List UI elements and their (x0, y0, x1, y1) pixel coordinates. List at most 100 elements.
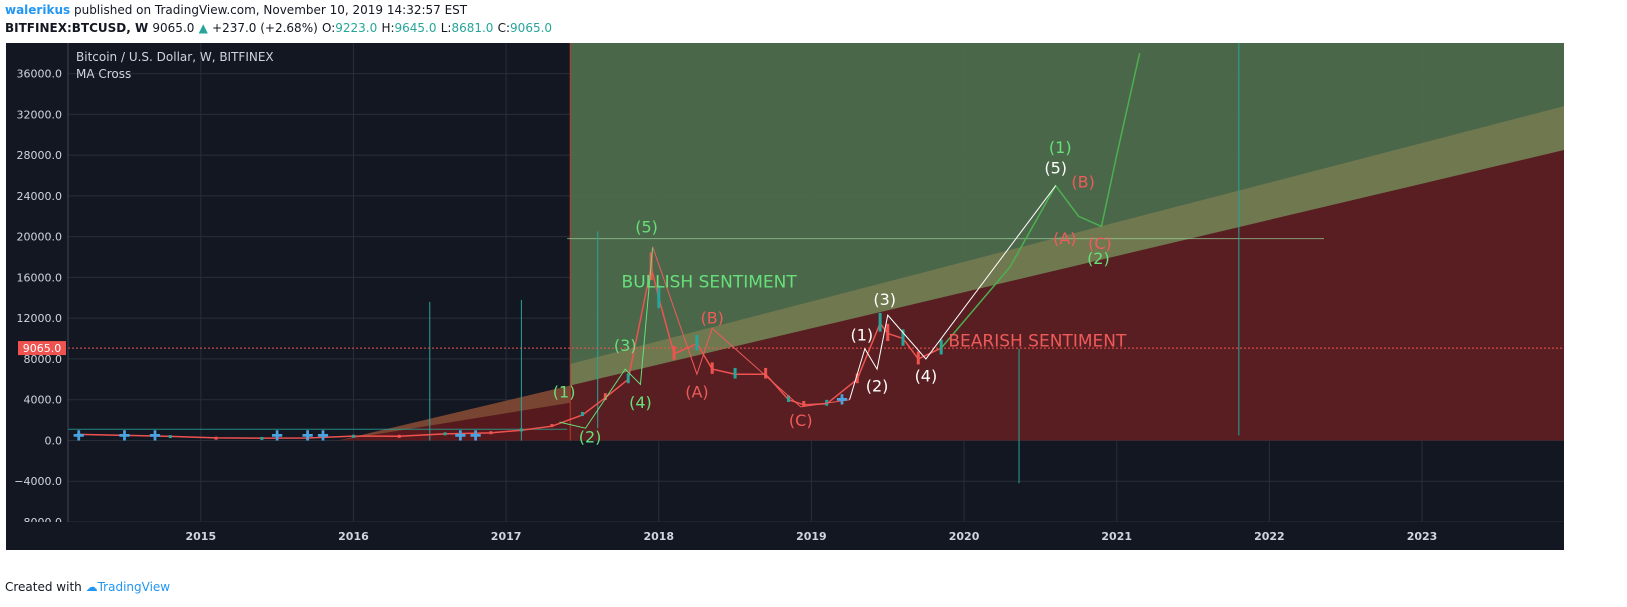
candle (397, 434, 401, 438)
candle (787, 395, 791, 402)
candle (855, 373, 859, 384)
wave-label: (C) (1088, 234, 1112, 253)
author-link[interactable]: walerikus (5, 3, 71, 17)
low-label: L: (440, 21, 452, 35)
chart-title: Bitcoin / U.S. Dollar, W, BITFINEX (76, 50, 274, 64)
y-tick-label: 36000.0 (17, 68, 63, 81)
bearish-zone (338, 150, 1564, 441)
indicator-name: MA Cross (76, 67, 131, 81)
symbol: BITFINEX:BTCUSD, W (5, 21, 149, 35)
candle (306, 436, 310, 440)
y-tick-label: 4000.0 (24, 394, 63, 407)
wave-label: (2) (866, 377, 889, 396)
price-badge (18, 341, 66, 356)
x-axis-panel (6, 522, 1564, 550)
wave-label: (C) (789, 411, 813, 430)
wave-label: (1) (553, 383, 576, 402)
candle (878, 312, 882, 332)
y-tick-label: 0.0 (45, 434, 63, 447)
plus-marker-icon: ✚ (317, 428, 329, 444)
candle (710, 362, 714, 374)
price-change: +237.0 (+2.68%) (212, 21, 318, 35)
candle (122, 433, 126, 437)
candle (603, 393, 607, 401)
y-tick-label: 28000.0 (17, 149, 63, 162)
wave-label: (3) (614, 336, 637, 355)
price-badge-label: 9065.0 (23, 342, 62, 355)
close-label: C: (497, 21, 511, 35)
plus-marker-icon: ✚ (302, 428, 314, 444)
y-tick-label: 32000.0 (17, 108, 63, 121)
wave-label: (1) (1049, 138, 1072, 157)
tradingview-logo-icon: ☁ (85, 580, 98, 594)
candle (916, 351, 920, 365)
candle (764, 367, 768, 379)
x-tick-label: 2020 (949, 530, 980, 543)
wave-label: (A) (685, 383, 708, 402)
created-with-text: Created with (5, 580, 82, 594)
plus-marker-icon: ✚ (454, 428, 466, 444)
candle (802, 400, 806, 407)
wave-label: (5) (635, 218, 658, 237)
candle (901, 329, 905, 346)
published-text: published on TradingView.com, November 1… (73, 3, 468, 17)
y-tick-label: −4000.0 (14, 475, 62, 488)
wave-label: (2) (1087, 249, 1110, 268)
y-tick-label: 12000.0 (17, 312, 63, 325)
candle (695, 334, 699, 351)
candle (580, 411, 584, 417)
candle (168, 435, 172, 439)
y-tick-label: 8000.0 (24, 353, 63, 366)
candle (657, 285, 661, 309)
candle (519, 428, 523, 432)
symbol-info: BITFINEX:BTCUSD, W 9065.0 ▲ +237.0 (+2.6… (5, 21, 552, 35)
x-tick-label: 2019 (796, 530, 827, 543)
plus-marker-icon: ✚ (73, 428, 85, 444)
high-label: H: (381, 21, 395, 35)
y-tick-label: 20000.0 (17, 231, 63, 244)
candle (672, 345, 676, 360)
candle (443, 432, 447, 436)
open-value: 9223.0 (335, 21, 378, 35)
wave-label: (B) (700, 308, 723, 327)
candle (351, 434, 355, 438)
sentiment-label: BEARISH SENTIMENT (948, 332, 1127, 352)
x-tick-label: 2016 (338, 530, 369, 543)
y-tick-label: 24000.0 (17, 190, 63, 203)
sentiment-label: BULLISH SENTIMENT (622, 273, 798, 293)
wave-label: (A) (1053, 229, 1076, 248)
x-tick-label: 2022 (1254, 530, 1285, 543)
candle (733, 367, 737, 379)
low-value: 8681.0 (451, 21, 494, 35)
plus-marker-icon: ✚ (119, 428, 131, 444)
tradingview-link[interactable]: TradingView (97, 580, 171, 594)
x-tick-label: 2021 (1101, 530, 1132, 543)
wave-impulse-white (849, 185, 1057, 400)
wave-label: (5) (1044, 158, 1067, 177)
wave-label: (1) (850, 326, 873, 345)
wave-impulse (559, 246, 654, 429)
y-tick-label: 16000.0 (17, 271, 63, 284)
high-value: 9645.0 (394, 21, 437, 35)
plus-marker-icon: ✚ (470, 428, 482, 444)
candle (626, 373, 630, 384)
candle (550, 424, 554, 428)
publish-info: walerikus published on TradingView.com, … (5, 3, 467, 17)
wave-label: (3) (873, 290, 896, 309)
up-arrow-icon: ▲ (198, 21, 208, 35)
wave-label: (B) (1071, 173, 1094, 192)
wave-label: (4) (629, 393, 652, 412)
open-label: O: (321, 21, 336, 35)
wave-label: (4) (915, 366, 938, 385)
candle (77, 432, 81, 436)
x-tick-label: 2017 (491, 530, 522, 543)
projection-series (940, 53, 1141, 349)
x-tick-label: 2018 (643, 530, 674, 543)
candle (214, 436, 218, 440)
candle (886, 323, 890, 342)
candle (489, 431, 493, 435)
plus-marker-icon: ✚ (271, 428, 283, 444)
candle (260, 436, 264, 440)
last-price: 9065.0 (152, 21, 195, 35)
